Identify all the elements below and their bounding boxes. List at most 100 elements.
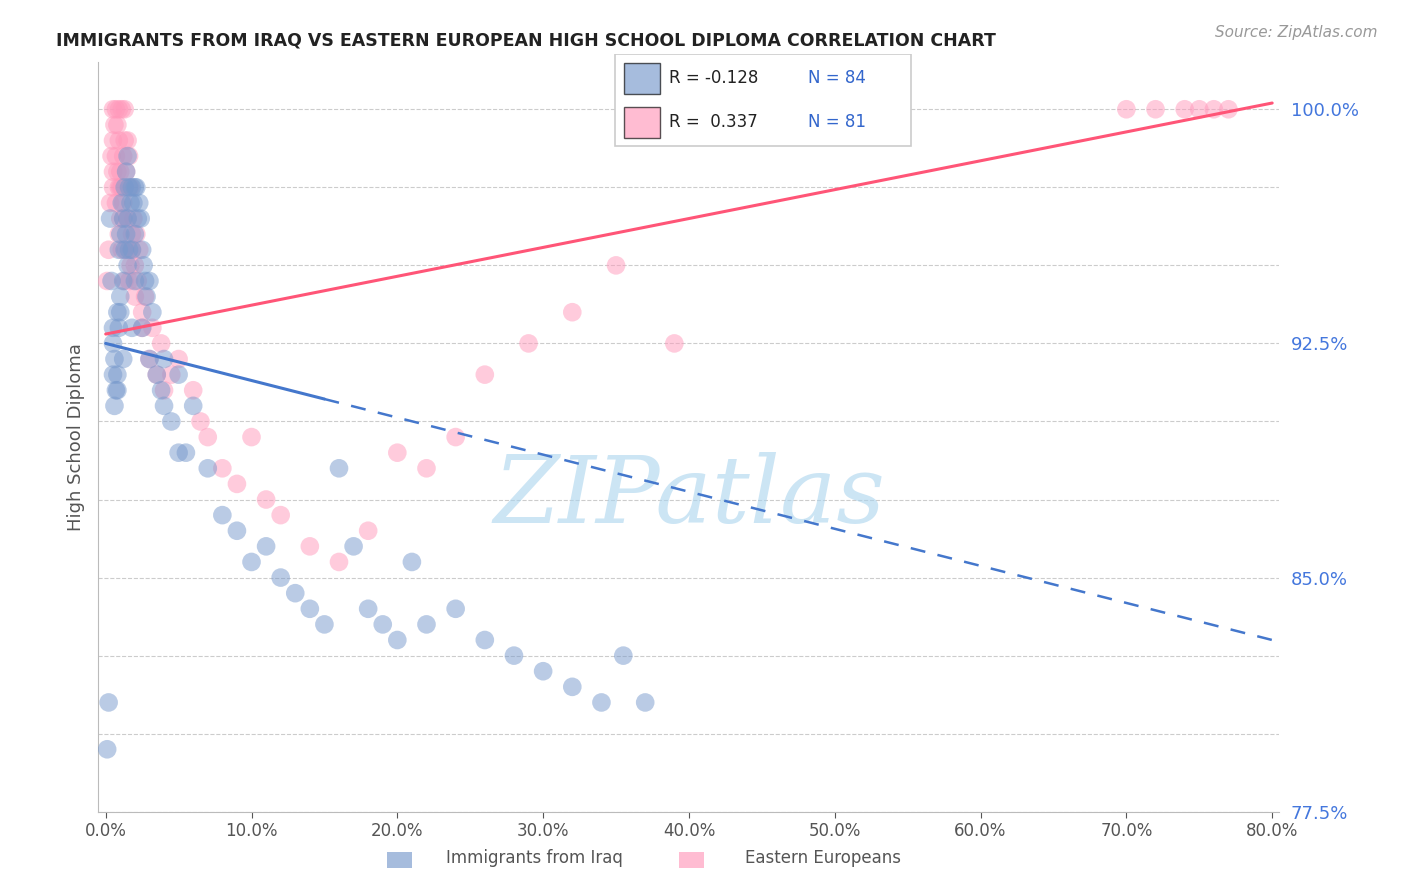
Point — [121, 227, 143, 242]
Point — [97, 243, 120, 257]
Point — [1218, 102, 1240, 116]
Point — [128, 196, 150, 211]
Point — [100, 149, 122, 163]
Point — [114, 274, 136, 288]
Point — [104, 384, 127, 398]
Point — [226, 524, 249, 538]
Point — [120, 196, 142, 211]
Point — [240, 555, 263, 569]
Text: Immigrants from Iraq: Immigrants from Iraq — [446, 849, 623, 867]
Point — [111, 102, 134, 116]
Point — [100, 274, 122, 288]
Point — [197, 461, 219, 475]
Point — [134, 274, 156, 288]
Point — [103, 352, 125, 367]
Point — [110, 211, 132, 226]
Point — [138, 352, 160, 367]
Point — [138, 274, 160, 288]
Point — [1174, 102, 1197, 116]
Point — [112, 211, 135, 226]
Point — [110, 290, 132, 304]
Point — [124, 259, 146, 273]
Point — [181, 384, 204, 398]
Point — [115, 243, 138, 257]
Point — [211, 461, 233, 475]
Point — [138, 352, 160, 367]
Point — [131, 321, 153, 335]
Point — [98, 196, 121, 211]
Point — [118, 243, 141, 257]
Point — [103, 399, 125, 413]
Point — [444, 602, 467, 616]
Point — [112, 196, 135, 211]
Point — [125, 227, 148, 242]
Point — [1202, 102, 1225, 116]
Point — [160, 368, 183, 382]
Point — [270, 571, 292, 585]
Point — [561, 305, 583, 319]
Point — [112, 211, 135, 226]
Point — [328, 555, 350, 569]
FancyBboxPatch shape — [614, 54, 911, 146]
Point — [141, 305, 163, 319]
Point — [120, 259, 142, 273]
Text: ZIPatlas: ZIPatlas — [494, 452, 884, 542]
Point — [104, 196, 127, 211]
Point — [115, 227, 138, 242]
Text: IMMIGRANTS FROM IRAQ VS EASTERN EUROPEAN HIGH SCHOOL DIPLOMA CORRELATION CHART: IMMIGRANTS FROM IRAQ VS EASTERN EUROPEAN… — [56, 31, 995, 49]
Point — [108, 102, 131, 116]
Point — [120, 180, 142, 194]
Point — [127, 274, 149, 288]
Point — [503, 648, 526, 663]
Point — [1188, 102, 1211, 116]
Point — [115, 164, 138, 178]
Point — [474, 633, 496, 648]
Point — [101, 336, 124, 351]
Point — [298, 602, 321, 616]
Point — [181, 399, 204, 413]
Point — [134, 290, 156, 304]
Point — [342, 540, 364, 554]
Point — [254, 492, 277, 507]
Point — [371, 617, 394, 632]
Point — [114, 134, 136, 148]
Point — [357, 602, 380, 616]
Point — [174, 446, 197, 460]
Point — [125, 180, 148, 194]
Point — [105, 164, 128, 178]
Point — [1144, 102, 1167, 116]
Point — [284, 586, 307, 600]
Point — [117, 134, 139, 148]
Point — [104, 149, 127, 163]
Point — [121, 243, 143, 257]
Point — [211, 508, 233, 523]
Point — [153, 352, 176, 367]
Point — [145, 368, 167, 382]
Point — [118, 149, 141, 163]
Point — [401, 555, 423, 569]
FancyBboxPatch shape — [624, 107, 659, 138]
Point — [153, 384, 176, 398]
Point — [117, 149, 139, 163]
Point — [160, 415, 183, 429]
Point — [415, 461, 437, 475]
Point — [112, 274, 135, 288]
Point — [131, 305, 153, 319]
Point — [122, 211, 145, 226]
Point — [108, 243, 131, 257]
Point — [517, 336, 540, 351]
Point — [117, 211, 139, 226]
Point — [298, 540, 321, 554]
Point — [112, 352, 135, 367]
Point — [124, 274, 146, 288]
Point — [101, 134, 124, 148]
Point — [105, 118, 128, 132]
Point — [101, 164, 124, 178]
Point — [167, 352, 190, 367]
Point — [167, 368, 190, 382]
Point — [254, 540, 277, 554]
Point — [117, 259, 139, 273]
Text: N = 81: N = 81 — [808, 113, 866, 131]
Point — [314, 617, 336, 632]
Point — [117, 211, 139, 226]
